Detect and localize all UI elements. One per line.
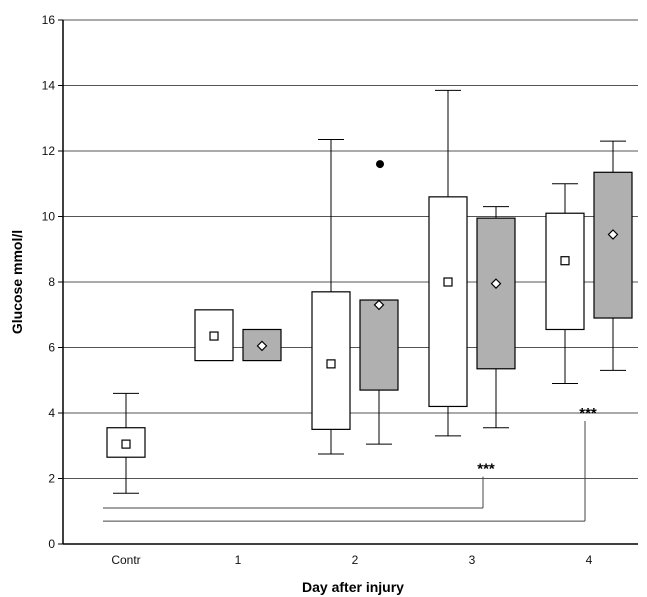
significance-brackets: *** *** <box>103 405 597 522</box>
y-tick-label: 10 <box>42 210 56 224</box>
y-tick-label: 4 <box>48 406 55 420</box>
box-body <box>428 196 468 408</box>
mean-marker <box>560 256 570 266</box>
y-tick-label: 2 <box>48 472 55 486</box>
significance-label: *** <box>579 405 597 422</box>
mean-marker <box>607 229 619 240</box>
y-tick-label: 0 <box>48 537 55 551</box>
box-body <box>476 217 516 370</box>
box-body <box>359 299 399 391</box>
mean-marker <box>209 331 219 341</box>
mean-marker <box>490 278 502 289</box>
box-body <box>545 212 585 331</box>
mean-marker <box>326 359 336 369</box>
y-tick-label: 16 <box>42 13 56 27</box>
box-series <box>106 89 633 494</box>
mean-marker <box>443 277 453 287</box>
mean-marker <box>256 340 268 352</box>
y-tick-label: 8 <box>48 275 55 289</box>
mean-marker <box>121 439 131 449</box>
significance-label: *** <box>477 461 495 478</box>
x-tick-label: 3 <box>469 553 476 567</box>
y-axis-title: Glucose mmol/l <box>9 230 25 334</box>
x-tick-label: 1 <box>235 553 242 567</box>
outlier-point <box>376 160 384 169</box>
y-tick-label: 6 <box>48 341 55 355</box>
y-tick-label: 14 <box>42 79 56 93</box>
y-tick-label: 12 <box>42 144 56 158</box>
mean-marker <box>373 299 385 311</box>
x-tick-label: 4 <box>586 553 593 567</box>
box-body <box>593 171 633 319</box>
x-axis-title: Day after injury <box>302 579 404 595</box>
x-tick-label: Contr <box>111 553 140 567</box>
x-tick-label: 2 <box>352 553 359 567</box>
